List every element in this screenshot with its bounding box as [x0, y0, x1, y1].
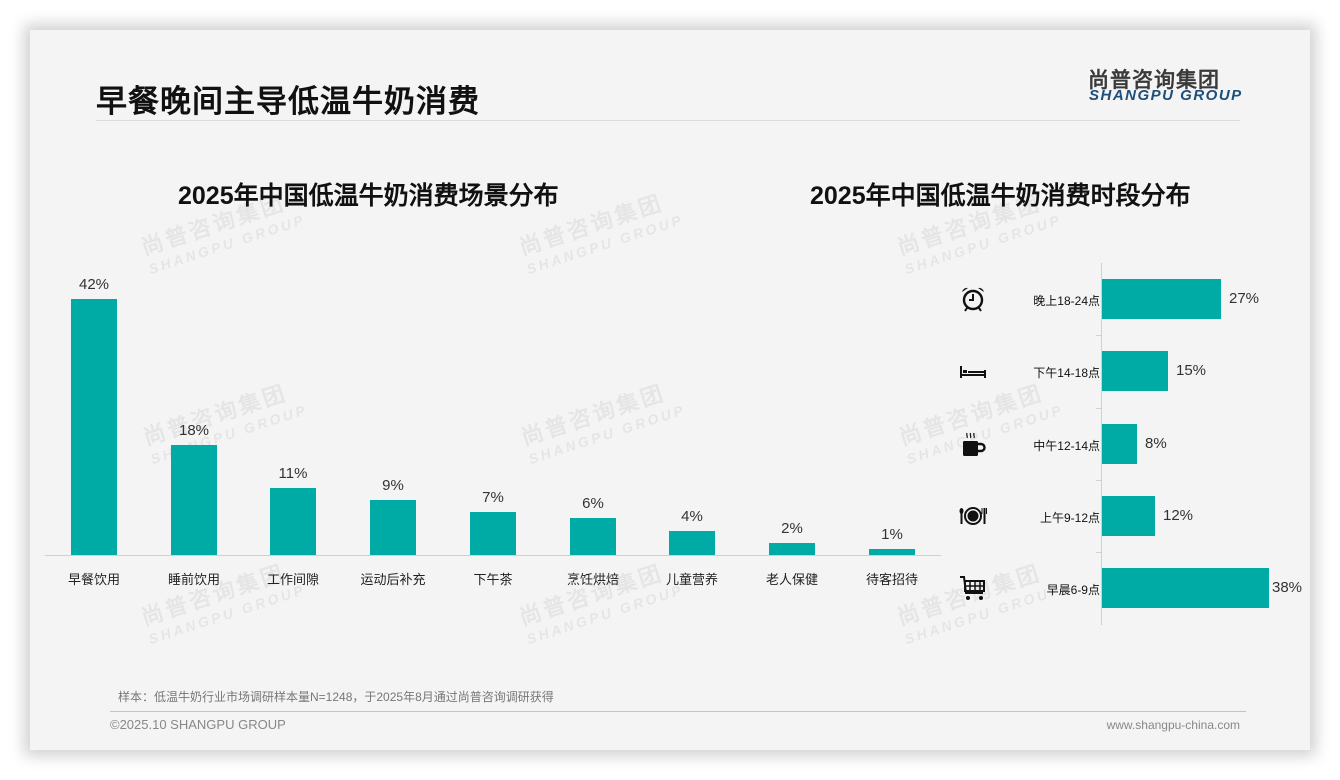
bar-value-label: 8%	[1145, 435, 1167, 452]
sample-note: 样本：低温牛奶行业市场调研样本量N=1248，于2025年8月通过尚普咨询调研获…	[118, 690, 554, 704]
watermark-cn: 尚普咨询集团	[138, 559, 289, 631]
bar[interactable]	[1102, 568, 1269, 608]
y-axis	[1101, 263, 1102, 625]
watermark-en: SHANGPU GROUP	[524, 211, 686, 278]
scene-chart-title: 2025年中国低温牛奶消费场景分布	[178, 182, 559, 210]
logo-chinese: 尚普咨询集团	[1088, 69, 1220, 92]
bar[interactable]	[1102, 424, 1137, 464]
bar[interactable]	[669, 531, 715, 555]
category-label: 早餐饮用	[67, 572, 120, 587]
bar-value-label: 18%	[178, 422, 210, 439]
bar-value-label: 15%	[1176, 362, 1207, 379]
bar-value-label: 27%	[1229, 290, 1260, 307]
axis-tick	[1096, 552, 1101, 553]
watermark: 尚普咨询集团 SHANGPU GROUP	[139, 371, 309, 467]
bar[interactable]	[470, 512, 516, 555]
watermark-en: SHANGPU GROUP	[902, 211, 1064, 278]
watermark-en: SHANGPU GROUP	[526, 401, 688, 468]
bar-value-label: 12%	[1163, 507, 1194, 524]
category-label: 下午14-18点	[1033, 366, 1100, 380]
bar-value-label: 7%	[482, 489, 504, 506]
axis-tick	[1096, 408, 1101, 409]
plate-cutlery-icon	[958, 501, 988, 531]
watermark: 尚普咨询集团 SHANGPU GROUP	[515, 551, 686, 648]
bar[interactable]	[869, 549, 915, 555]
bar[interactable]	[71, 299, 117, 555]
watermark-cn: 尚普咨询集团	[518, 379, 669, 451]
footer-divider	[110, 711, 1246, 712]
title-divider	[96, 120, 1240, 121]
bar-value-label: 9%	[382, 477, 404, 494]
category-label: 下午茶	[473, 572, 513, 587]
bar-value-label: 38%	[1272, 579, 1303, 596]
slide: 早餐晚间主导低温牛奶消费 尚普咨询集团 SHANGPU GROUP 尚普咨询集团…	[30, 30, 1310, 750]
logo-english: SHANGPU GROUP	[1089, 87, 1243, 104]
period-chart-title: 2025年中国低温牛奶消费时段分布	[810, 182, 1191, 210]
website-link[interactable]: www.shangpu-china.com	[1106, 718, 1240, 732]
bar-value-label: 42%	[78, 276, 110, 293]
category-label: 早晨6-9点	[1046, 583, 1100, 597]
watermark-en: SHANGPU GROUP	[524, 581, 686, 648]
bar[interactable]	[1102, 351, 1168, 391]
watermark: 尚普咨询集团 SHANGPU GROUP	[137, 551, 308, 648]
bar[interactable]	[370, 500, 416, 555]
bar-value-label: 4%	[681, 508, 703, 525]
x-axis	[45, 555, 941, 556]
axis-tick	[1096, 335, 1101, 336]
alarm-clock-icon	[958, 284, 988, 314]
category-label: 工作间隙	[266, 572, 319, 587]
category-label: 运动后补充	[360, 572, 426, 587]
bar[interactable]	[171, 445, 217, 555]
category-label: 待客招待	[865, 572, 918, 587]
watermark-cn: 尚普咨询集团	[516, 559, 667, 631]
category-label: 睡前饮用	[167, 572, 220, 587]
category-label: 晚上18-24点	[1033, 294, 1100, 308]
watermark-cn: 尚普咨询集团	[140, 379, 291, 451]
category-label: 中午12-14点	[1033, 439, 1100, 453]
coffee-cup-icon	[958, 429, 988, 459]
bar[interactable]	[769, 543, 815, 555]
bar-value-label: 11%	[278, 465, 308, 482]
category-label: 上午9-12点	[1039, 511, 1100, 525]
bed-icon	[958, 356, 988, 386]
bar-value-label: 2%	[781, 520, 803, 537]
category-label: 儿童营养	[665, 572, 718, 587]
bar[interactable]	[270, 488, 316, 555]
copyright: ©2025.10 SHANGPU GROUP	[110, 717, 286, 732]
bar[interactable]	[1102, 279, 1221, 319]
watermark: 尚普咨询集团 SHANGPU GROUP	[517, 371, 688, 468]
page-title: 早餐晚间主导低温牛奶消费	[96, 84, 480, 119]
axis-tick	[1096, 480, 1101, 481]
bar-value-label: 1%	[881, 526, 903, 543]
bar[interactable]	[1102, 496, 1155, 536]
watermark-en: SHANGPU GROUP	[146, 211, 308, 278]
watermark-en: SHANGPU GROUP	[146, 581, 308, 648]
shopping-cart-icon	[958, 573, 988, 603]
bar-value-label: 6%	[582, 495, 604, 512]
category-label: 老人保健	[765, 572, 818, 587]
bar[interactable]	[570, 518, 616, 555]
category-label: 烹饪烘焙	[566, 572, 619, 587]
